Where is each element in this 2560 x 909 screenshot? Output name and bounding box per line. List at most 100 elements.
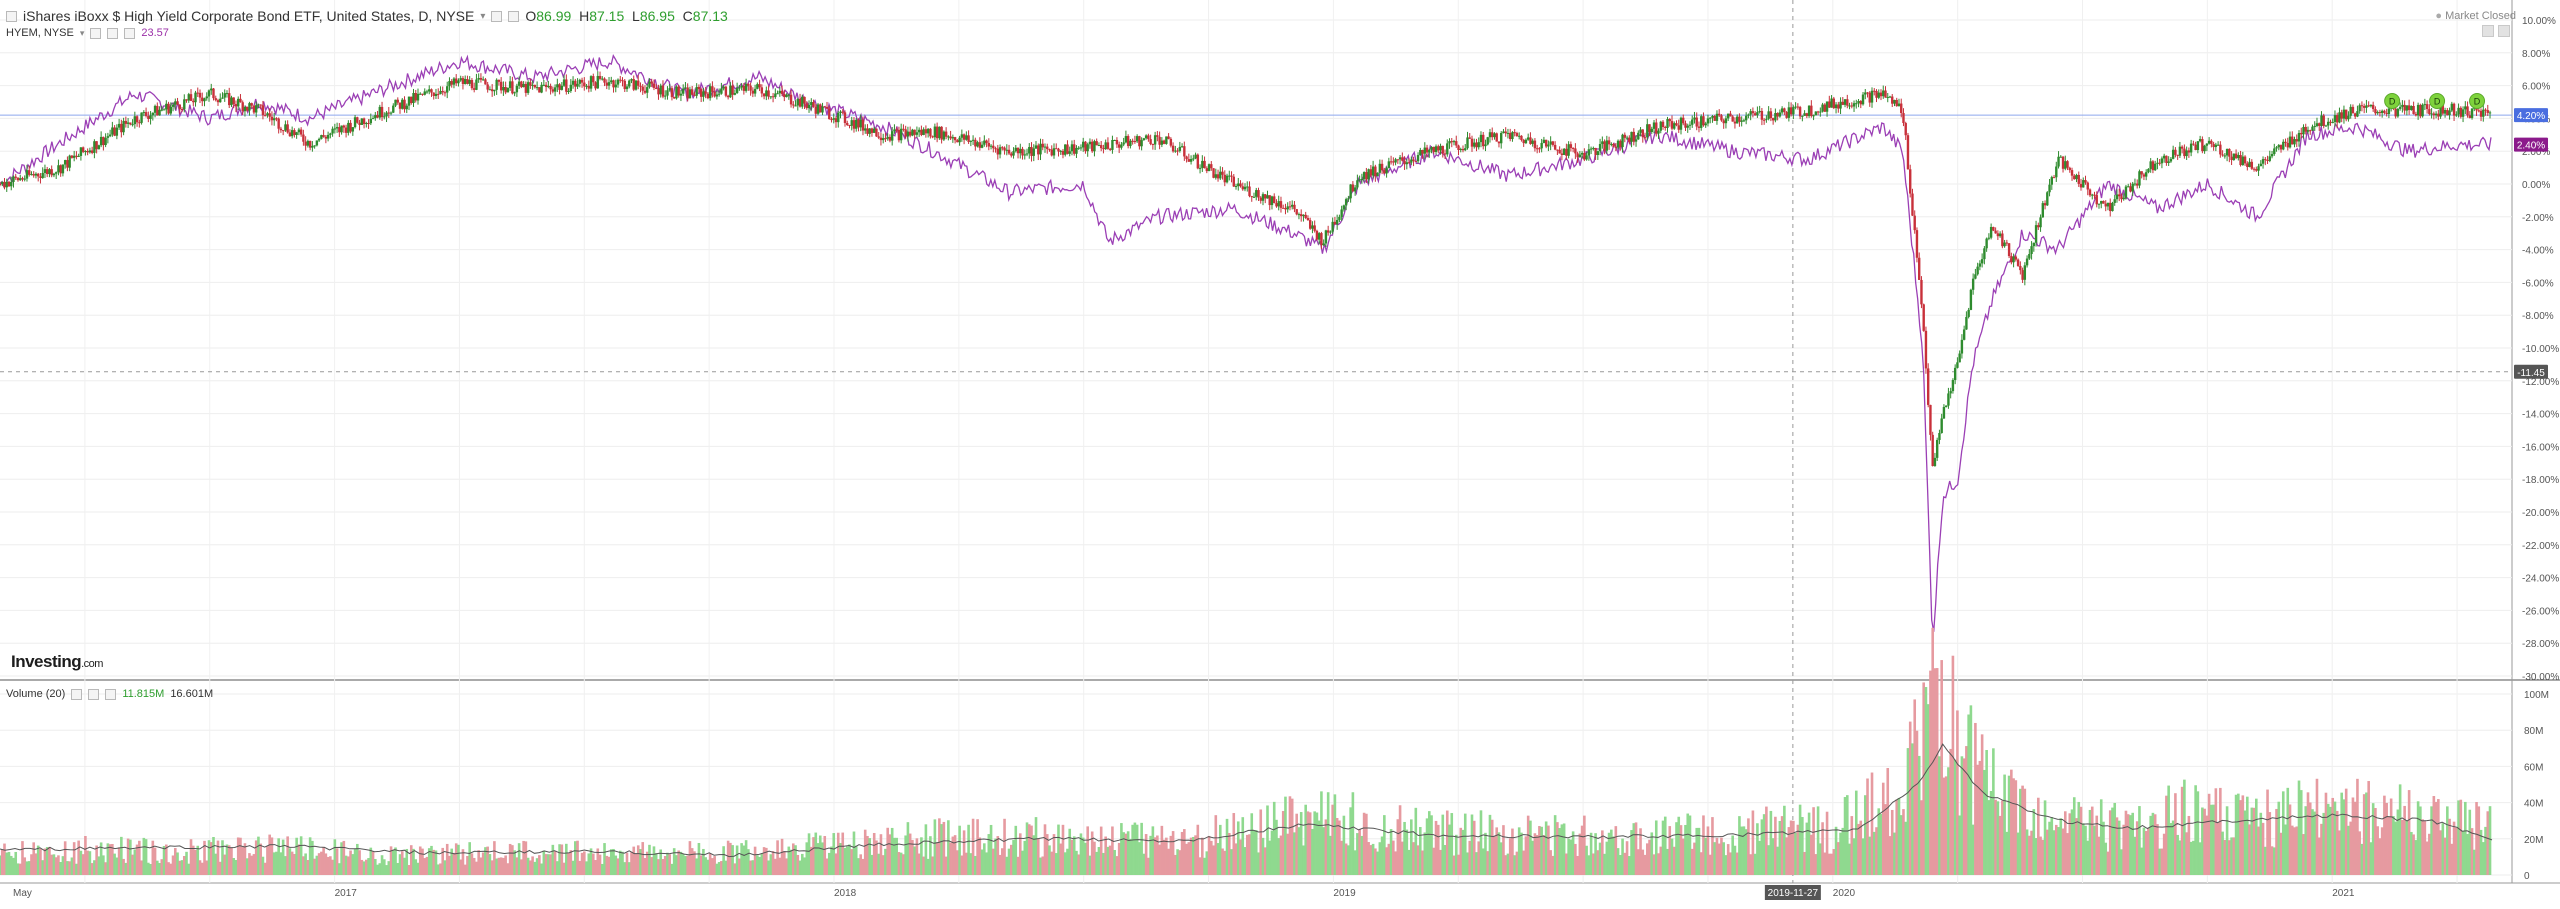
candle-body[interactable] (893, 129, 896, 132)
volume-bar[interactable] (1131, 824, 1134, 875)
candle-body[interactable] (1855, 103, 1858, 105)
candle-body[interactable] (230, 97, 233, 106)
volume-bar[interactable] (1628, 856, 1631, 875)
volume-bar[interactable] (2401, 819, 2404, 875)
candle-body[interactable] (5, 181, 8, 188)
collapse-legend-icon[interactable] (6, 10, 17, 22)
candle-body[interactable] (1090, 141, 1094, 152)
candle-body[interactable] (1317, 233, 1321, 240)
volume-bar[interactable] (549, 854, 552, 875)
volume-bar[interactable] (2003, 774, 2006, 875)
candle-body[interactable] (1174, 150, 1177, 152)
candle-body[interactable] (1578, 154, 1582, 158)
candle-body[interactable] (387, 112, 390, 114)
candle-body[interactable] (1502, 131, 1505, 133)
volume-bar[interactable] (1931, 627, 1934, 875)
volume-bar[interactable] (2158, 848, 2161, 875)
candle-body[interactable] (1722, 120, 1725, 124)
candle-body[interactable] (250, 103, 253, 106)
candle-body[interactable] (412, 93, 415, 104)
candle-body[interactable] (812, 102, 815, 107)
volume-bar[interactable] (753, 846, 757, 875)
candle-body[interactable] (2086, 182, 2089, 190)
candle-body[interactable] (2093, 194, 2096, 196)
candle-body[interactable] (1034, 145, 1038, 149)
candle-body[interactable] (1493, 133, 1496, 138)
candle-body[interactable] (594, 82, 597, 89)
volume-bar[interactable] (1412, 842, 1415, 875)
volume-bar[interactable] (1054, 853, 1058, 875)
volume-bar[interactable] (194, 849, 197, 875)
candle-body[interactable] (1913, 215, 1916, 231)
volume-bar[interactable] (2021, 785, 2024, 875)
volume-bar[interactable] (1985, 749, 1988, 875)
volume-bar[interactable] (992, 848, 995, 875)
volume-bar[interactable] (1099, 826, 1103, 875)
candle-body[interactable] (2405, 105, 2409, 111)
volume-bar[interactable] (1185, 843, 1188, 875)
candle-body[interactable] (767, 90, 770, 97)
candle-body[interactable] (185, 99, 188, 101)
candle-body[interactable] (569, 84, 573, 91)
volume-bar[interactable] (807, 833, 811, 875)
volume-bar[interactable] (881, 855, 885, 875)
candle-body[interactable] (967, 135, 970, 142)
volume-bar[interactable] (331, 859, 334, 875)
candle-body[interactable] (1351, 184, 1355, 192)
volume-bar[interactable] (243, 843, 247, 875)
volume-bar[interactable] (969, 853, 973, 875)
volume-bar[interactable] (1160, 825, 1164, 875)
candle-body[interactable] (603, 78, 606, 83)
volume-bar[interactable] (2160, 848, 2164, 875)
volume-bar[interactable] (290, 851, 294, 875)
candle-body[interactable] (1347, 198, 1350, 200)
volume-bar[interactable] (567, 852, 570, 875)
volume-bar[interactable] (1769, 810, 1773, 875)
candle-body[interactable] (2277, 145, 2280, 148)
candle-body[interactable] (2437, 113, 2440, 117)
volume-bar[interactable] (1670, 838, 1674, 875)
volume-bar[interactable] (1980, 734, 1984, 875)
volume-bar[interactable] (863, 829, 867, 875)
candle-body[interactable] (371, 118, 375, 120)
candle-body[interactable] (149, 115, 152, 119)
candle-body[interactable] (529, 82, 532, 86)
volume-bar[interactable] (1311, 828, 1314, 875)
candle-body[interactable] (201, 97, 204, 102)
candle-body[interactable] (1392, 161, 1395, 163)
candle-body[interactable] (848, 124, 851, 126)
candle-body[interactable] (1207, 164, 1211, 172)
candle-body[interactable] (2014, 256, 2018, 260)
candle-body[interactable] (538, 87, 541, 93)
candle-body[interactable] (23, 178, 26, 180)
volume-bar[interactable] (1475, 852, 1478, 875)
volume-bar[interactable] (376, 864, 379, 875)
volume-bar[interactable] (596, 848, 600, 875)
candle-body[interactable] (778, 90, 782, 94)
volume-bar[interactable] (1801, 817, 1804, 875)
volume-bar[interactable] (1998, 815, 2002, 875)
volume-bar[interactable] (2203, 808, 2206, 875)
volume-bar[interactable] (1138, 842, 1141, 875)
volume-bar[interactable] (749, 860, 752, 875)
volume-bar[interactable] (2259, 812, 2263, 875)
candle-body[interactable] (2189, 143, 2193, 153)
candle-body[interactable] (1974, 274, 1977, 279)
volume-bar[interactable] (2365, 792, 2368, 875)
volume-bar[interactable] (2331, 797, 2335, 875)
volume-bar[interactable] (1726, 844, 1730, 875)
candle-body[interactable] (1749, 111, 1752, 115)
candle-body[interactable] (1661, 121, 1665, 128)
volume-bar[interactable] (1654, 820, 1658, 875)
candle-body[interactable] (1834, 104, 1838, 109)
volume-bar[interactable] (156, 860, 159, 875)
volume-bar[interactable] (1192, 836, 1195, 875)
volume-bar[interactable] (52, 854, 56, 875)
candle-body[interactable] (1866, 92, 1869, 94)
volume-bar[interactable] (598, 854, 602, 875)
candle-body[interactable] (1888, 96, 1892, 98)
volume-bar[interactable] (796, 854, 800, 875)
candle-body[interactable] (423, 91, 426, 95)
candle-body[interactable] (1904, 123, 1907, 136)
